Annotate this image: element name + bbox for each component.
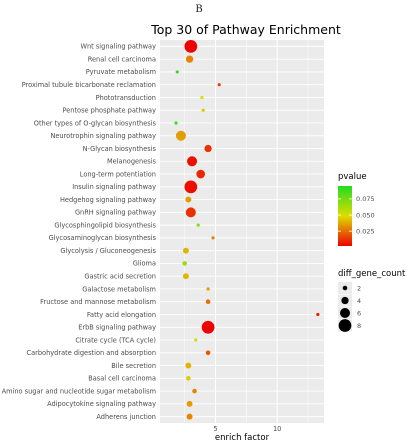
data-point xyxy=(201,108,205,112)
y-tick-label: Glycolysis / Gluconeogenesis xyxy=(60,247,156,255)
y-tick-label: Galactose metabolism xyxy=(82,285,156,293)
data-point xyxy=(175,130,186,141)
y-tick-label: Proximal tubule bicarbonate reclamation xyxy=(22,81,156,89)
data-point xyxy=(316,312,320,317)
y-tick-label: Hedgehog signaling pathway xyxy=(60,196,156,204)
y-tick-label: Wnt signaling pathway xyxy=(80,43,156,51)
chart-title: Top 30 of Pathway Enrichment xyxy=(150,22,341,37)
pvalue-legend-title: pvalue xyxy=(338,172,367,182)
size-legend-label: 8 xyxy=(357,322,361,330)
size-legend-label: 4 xyxy=(357,297,361,305)
data-point xyxy=(201,320,215,334)
size-legend-dot xyxy=(338,319,352,332)
data-point xyxy=(186,413,193,420)
colorbar-tick-label: 0.050 xyxy=(356,211,375,219)
data-point xyxy=(182,247,189,254)
data-point xyxy=(217,83,221,87)
y-tick-label: Glioma xyxy=(133,260,156,268)
y-tick-label: Other types of O-glycan biosynthesis xyxy=(34,119,157,127)
data-point xyxy=(186,400,193,407)
y-tick-label: Adherens junction xyxy=(96,413,156,421)
y-tick-label: Pyruvate metabolism xyxy=(86,68,156,76)
y-tick-label: Gastric acid secretion xyxy=(84,272,156,280)
y-tick-label: Basal cell carcinoma xyxy=(88,375,156,383)
x-tick-label: 5 xyxy=(213,425,217,433)
data-point xyxy=(211,236,215,240)
size-legend-label: 2 xyxy=(357,284,361,292)
gridlines xyxy=(160,40,324,423)
y-tick-label: Carbohydrate digestion and absorption xyxy=(27,349,156,357)
y-tick-label: Neurotrophin signaling pathway xyxy=(50,132,156,140)
y-tick-label: Phototransduction xyxy=(96,94,156,102)
data-point xyxy=(205,350,211,356)
gene-count-legend-items: 2 4 6 8 xyxy=(338,282,361,332)
y-tick-label: Fatty acid elongation xyxy=(87,311,156,319)
y-axis-tick-labels: Wnt signaling pathway Renal cell carcinom… xyxy=(2,43,157,421)
data-point xyxy=(184,180,198,194)
y-tick-label: Glycosaminoglycan biosynthesis xyxy=(49,234,157,242)
data-point xyxy=(187,156,198,167)
y-tick-label: Amino sugar and nucleotide sugar metabol… xyxy=(2,387,156,395)
gene-count-legend: diff_gene_count 2 4 6 8 xyxy=(338,269,406,332)
size-legend-label: 6 xyxy=(357,309,361,317)
data-point xyxy=(182,261,187,266)
data-point xyxy=(182,273,189,280)
x-axis-tick-labels: 5 10 xyxy=(213,425,281,433)
data-point xyxy=(200,95,204,100)
size-legend-dot xyxy=(342,285,348,291)
pvalue-legend-ticks: 0.075 0.050 0.025 xyxy=(338,195,375,235)
y-tick-label: Glycosphingolipid biosynthesis xyxy=(54,221,156,229)
plot-panel xyxy=(160,40,324,423)
y-tick-label: Fructose and mannose metabolism xyxy=(40,298,156,306)
size-legend-dot xyxy=(340,308,350,318)
data-point xyxy=(206,287,210,291)
y-tick-label: Bile secretion xyxy=(111,362,156,370)
y-tick-label: Melanogenesis xyxy=(107,158,157,166)
panel-letter: B xyxy=(195,4,202,15)
data-point xyxy=(194,338,198,342)
y-tick-label: Long-term potentiation xyxy=(80,170,156,178)
data-point xyxy=(174,121,178,125)
data-point xyxy=(185,196,192,203)
x-tick-label: 10 xyxy=(273,425,281,433)
y-tick-label: GnRH signaling pathway xyxy=(75,209,156,217)
data-point xyxy=(192,388,197,394)
x-axis-title: enrich factor xyxy=(215,433,270,443)
size-legend-dot xyxy=(341,296,349,305)
data-point xyxy=(185,207,196,218)
data-point xyxy=(196,169,206,179)
data-point xyxy=(186,376,191,381)
y-tick-label: Citrate cycle (TCA cycle) xyxy=(75,336,156,344)
y-tick-label: Insulin signaling pathway xyxy=(72,183,156,191)
pvalue-colorbar xyxy=(338,186,352,246)
data-point xyxy=(175,70,179,74)
data-point xyxy=(185,362,192,369)
data-point xyxy=(205,299,211,304)
y-tick-label: ErbB signaling pathway xyxy=(78,324,156,332)
gene-count-legend-title: diff_gene_count xyxy=(338,269,406,279)
data-point xyxy=(204,144,212,153)
pvalue-legend: pvalue 0.075 0.050 0.025 xyxy=(338,172,375,246)
data-point xyxy=(185,55,194,63)
colorbar-tick-label: 0.025 xyxy=(356,227,375,235)
data-points xyxy=(174,40,320,420)
y-tick-label: Adipocytokine signaling pathway xyxy=(47,400,156,408)
data-point xyxy=(184,40,198,53)
y-tick-label: Renal cell carcinoma xyxy=(88,55,156,63)
colorbar-tick-label: 0.075 xyxy=(356,195,375,203)
data-point xyxy=(196,223,200,227)
y-tick-label: N-Glycan biosynthesis xyxy=(83,145,157,153)
y-tick-label: Pentose phosphate pathway xyxy=(63,107,157,115)
